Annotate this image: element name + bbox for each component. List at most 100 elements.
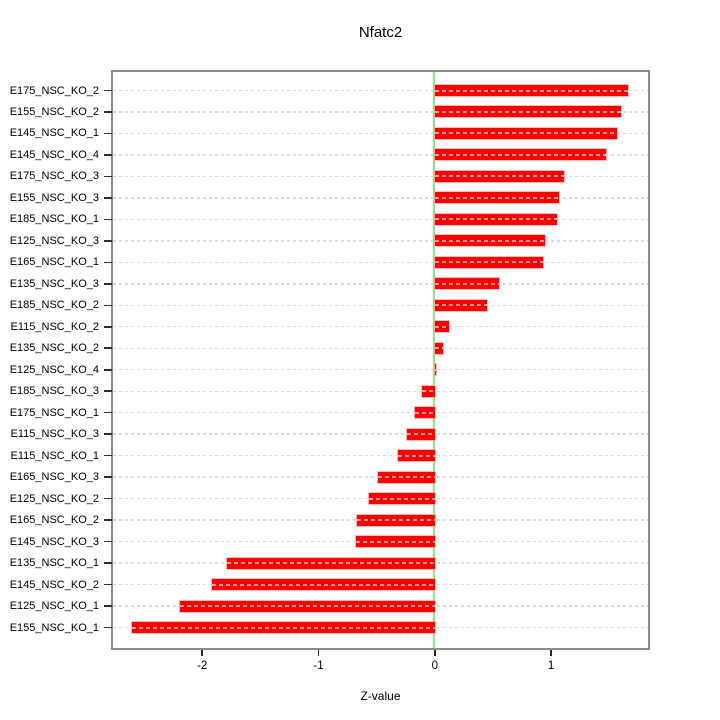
- grid-line: [113, 154, 648, 156]
- grid-line: [113, 390, 648, 392]
- y-axis-tick: [104, 218, 112, 221]
- y-axis-label: E165_NSC_KO_3: [9, 471, 99, 484]
- y-axis-tick: [104, 325, 112, 328]
- y-axis-label: E135_NSC_KO_3: [9, 277, 99, 290]
- y-axis-label: E175_NSC_KO_1: [9, 406, 99, 419]
- bar-E135_NSC_KO_3: [434, 278, 499, 290]
- y-axis-tick: [104, 347, 112, 350]
- y-axis-label: E125_NSC_KO_3: [9, 234, 99, 247]
- bar-E125_NSC_KO_4: [434, 364, 436, 376]
- y-axis-label: E135_NSC_KO_1: [9, 557, 99, 570]
- bar-E145_NSC_KO_4: [434, 149, 606, 161]
- y-axis-label: E175_NSC_KO_2: [9, 84, 99, 97]
- y-axis-label: E185_NSC_KO_2: [9, 299, 99, 312]
- bar-E125_NSC_KO_2: [368, 493, 435, 505]
- y-axis-tick: [104, 132, 112, 135]
- y-axis-tick: [104, 476, 112, 478]
- y-axis-tick: [104, 411, 112, 414]
- y-axis-label: E135_NSC_KO_2: [9, 342, 99, 355]
- x-axis-tick-label: -2: [197, 660, 208, 672]
- y-axis-label: E185_NSC_KO_3: [9, 385, 99, 398]
- y-axis-tick: [104, 540, 112, 543]
- bar-dash-overlay: [377, 476, 435, 479]
- bar-dash-overlay: [356, 519, 435, 522]
- y-axis-tick: [104, 562, 112, 564]
- bar-dash-overlay: [406, 433, 435, 436]
- grid-line: [113, 347, 648, 349]
- y-axis-label: E155_NSC_KO_2: [9, 105, 99, 118]
- y-axis-label: E175_NSC_KO_3: [9, 170, 99, 183]
- zero-reference-line: [433, 72, 436, 648]
- bar-dash-overlay: [434, 304, 488, 307]
- bar-E155_NSC_KO_1: [132, 622, 435, 633]
- bar-dash-overlay: [434, 89, 628, 92]
- grid-line: [113, 197, 648, 199]
- y-axis-tick: [104, 304, 112, 307]
- y-axis-tick: [104, 283, 112, 285]
- bar-E135_NSC_KO_2: [434, 342, 443, 354]
- bar-E185_NSC_KO_3: [422, 385, 435, 397]
- bar-E175_NSC_KO_3: [434, 170, 564, 182]
- bar-dash-overlay: [180, 605, 435, 608]
- bar-dash-overlay: [397, 454, 435, 457]
- bar-E185_NSC_KO_2: [434, 299, 488, 311]
- plot-area: [111, 70, 650, 650]
- y-axis-tick: [104, 175, 112, 178]
- y-axis-tick: [104, 454, 112, 457]
- bar-dash-overlay: [132, 626, 435, 629]
- y-axis-label: E145_NSC_KO_3: [9, 535, 99, 548]
- y-axis-label: E115_NSC_KO_2: [10, 320, 99, 333]
- bar-dash-overlay: [434, 175, 564, 178]
- grid-line: [113, 283, 648, 285]
- x-axis-tick: [550, 650, 552, 656]
- y-axis-label: E155_NSC_KO_1: [9, 621, 99, 634]
- bar-E175_NSC_KO_2: [434, 85, 628, 96]
- grid-line: [113, 240, 648, 242]
- y-axis-tick: [104, 583, 112, 586]
- bar-E125_NSC_KO_3: [434, 235, 546, 247]
- y-axis-tick: [104, 433, 112, 435]
- bar-E115_NSC_KO_2: [434, 321, 449, 333]
- grid-line: [113, 175, 648, 178]
- y-axis-label: E145_NSC_KO_4: [9, 148, 99, 161]
- y-axis-label: E165_NSC_KO_1: [9, 256, 99, 269]
- bar-E165_NSC_KO_1: [434, 256, 543, 268]
- grid-line: [113, 218, 648, 221]
- bar-dash-overlay: [355, 540, 435, 543]
- bar-dash-overlay: [368, 497, 435, 500]
- bar-E115_NSC_KO_3: [406, 428, 435, 440]
- y-axis-tick: [104, 519, 112, 521]
- bar-dash-overlay: [434, 347, 443, 350]
- chart-title: Nfatc2: [358, 24, 403, 41]
- bar-dash-overlay: [422, 390, 435, 393]
- y-axis-tick: [104, 390, 112, 392]
- bar-E125_NSC_KO_1: [180, 600, 435, 612]
- grid-line: [113, 326, 648, 328]
- y-axis-tick: [104, 197, 112, 199]
- y-axis-label: E185_NSC_KO_1: [9, 213, 99, 226]
- bar-dash-overlay: [434, 282, 499, 285]
- y-axis-tick: [104, 240, 112, 242]
- y-axis-label: E145_NSC_KO_2: [9, 578, 99, 591]
- bar-dash-overlay: [434, 196, 560, 199]
- y-axis-tick: [104, 497, 112, 500]
- grid-line: [113, 89, 648, 92]
- y-axis-label: E165_NSC_KO_2: [9, 514, 99, 527]
- y-axis-tick: [104, 89, 112, 92]
- x-axis-tick-label: 1: [547, 660, 555, 672]
- bar-E165_NSC_KO_2: [356, 514, 435, 526]
- bar-dash-overlay: [434, 110, 621, 113]
- bar-E185_NSC_KO_1: [434, 213, 557, 225]
- bar-E145_NSC_KO_2: [211, 579, 435, 591]
- bar-E165_NSC_KO_3: [377, 471, 435, 483]
- y-axis-tick: [104, 111, 112, 113]
- bar-dash-overlay: [211, 583, 435, 586]
- bar-E175_NSC_KO_1: [415, 407, 435, 419]
- bar-E155_NSC_KO_3: [434, 192, 560, 204]
- grid-line: [113, 111, 648, 113]
- bar-dash-overlay: [415, 411, 435, 414]
- grid-line: [113, 132, 648, 135]
- grid-line: [113, 454, 648, 457]
- y-axis-label: E125_NSC_KO_4: [9, 363, 99, 376]
